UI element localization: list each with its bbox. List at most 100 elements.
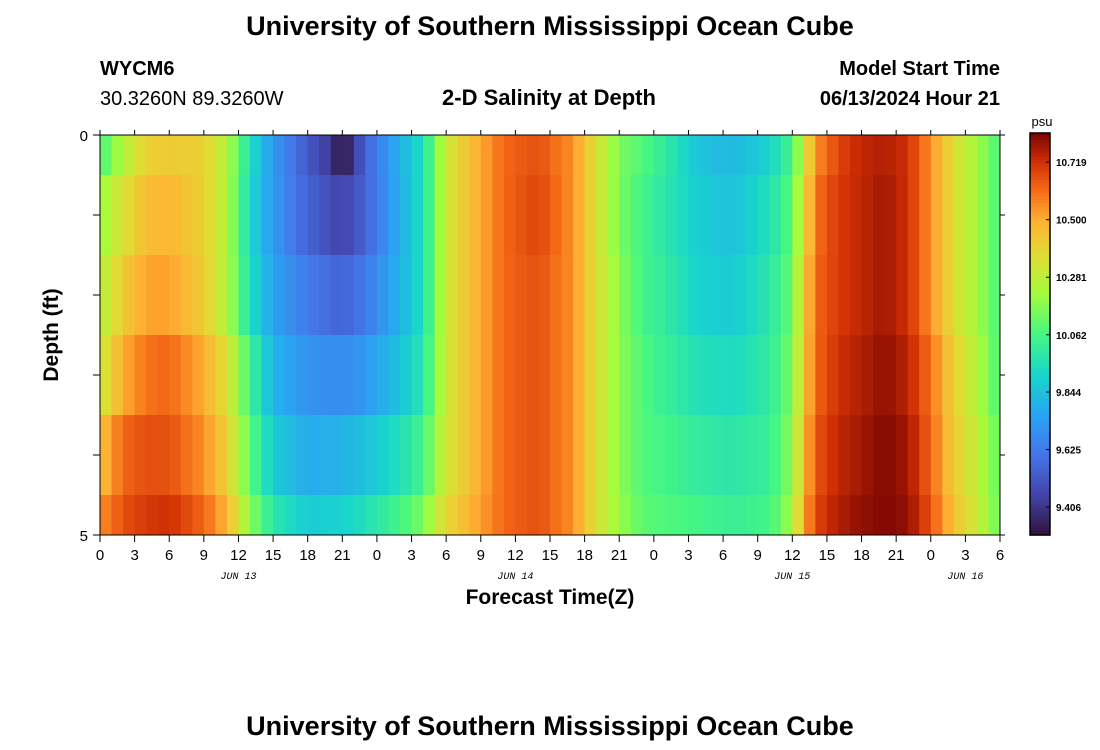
heatmap-cell bbox=[988, 335, 1001, 416]
heatmap-cell bbox=[215, 175, 228, 256]
x-tick-label: 3 bbox=[684, 547, 692, 564]
heatmap-cell bbox=[296, 135, 309, 176]
heatmap-cell bbox=[215, 495, 228, 536]
heatmap-cell bbox=[376, 415, 389, 496]
heatmap-cell bbox=[365, 415, 378, 496]
heatmap-cell bbox=[976, 255, 989, 336]
heatmap-cell bbox=[215, 335, 228, 416]
heatmap-cell bbox=[803, 415, 816, 496]
heatmap-cell bbox=[515, 175, 528, 256]
x-tick-label: 0 bbox=[650, 547, 658, 564]
colorbar-segment bbox=[1030, 236, 1050, 241]
heatmap-cell bbox=[423, 135, 436, 176]
heatmap-cell bbox=[100, 175, 113, 256]
colorbar-segment bbox=[1030, 186, 1050, 191]
heatmap-cell bbox=[330, 255, 343, 336]
heatmap-cell bbox=[238, 175, 251, 256]
colorbar-segment bbox=[1030, 394, 1050, 399]
heatmap-cell bbox=[919, 495, 932, 536]
colorbar-segment bbox=[1030, 213, 1050, 218]
heatmap-cell bbox=[180, 415, 193, 496]
heatmap-cell bbox=[665, 495, 678, 536]
colorbar-segment bbox=[1030, 387, 1050, 392]
heatmap-cell bbox=[515, 255, 528, 336]
heatmap-cell bbox=[734, 175, 747, 256]
heatmap-cell bbox=[111, 255, 124, 336]
heatmap-cell bbox=[192, 415, 205, 496]
heatmap-cell bbox=[180, 135, 193, 176]
heatmap-cell bbox=[584, 135, 597, 176]
heatmap-cell bbox=[330, 135, 343, 176]
heatmap-cell bbox=[850, 335, 863, 416]
colorbar-segment bbox=[1030, 414, 1050, 419]
heatmap-cell bbox=[723, 175, 736, 256]
heatmap-cell bbox=[226, 415, 239, 496]
heatmap-cell bbox=[907, 335, 920, 416]
heatmap-cell bbox=[850, 175, 863, 256]
heatmap-cell bbox=[238, 135, 251, 176]
x-tick-label: 3 bbox=[130, 547, 138, 564]
heatmap-cell bbox=[123, 415, 136, 496]
heatmap-cell bbox=[526, 175, 539, 256]
heatmap-cell bbox=[665, 255, 678, 336]
heatmap-cell bbox=[792, 415, 805, 496]
colorbar-segment bbox=[1030, 149, 1050, 154]
heatmap-cell bbox=[226, 255, 239, 336]
heatmap-cell bbox=[826, 255, 839, 336]
heatmap-cell bbox=[434, 415, 447, 496]
heatmap-cell bbox=[388, 335, 401, 416]
heatmap-cell bbox=[319, 335, 332, 416]
date-label: JUN 15 bbox=[774, 572, 810, 583]
colorbar-segment bbox=[1030, 159, 1050, 164]
footer-title: University of Southern Mississippi Ocean… bbox=[246, 711, 854, 741]
heatmap-cell bbox=[469, 415, 482, 496]
colorbar-segment bbox=[1030, 146, 1050, 151]
heatmap-cell bbox=[988, 255, 1001, 336]
heatmap-cell bbox=[596, 255, 609, 336]
heatmap-cell bbox=[665, 335, 678, 416]
heatmap-cell bbox=[596, 335, 609, 416]
heatmap-cell bbox=[134, 415, 147, 496]
heatmap-cell bbox=[123, 175, 136, 256]
heatmap-cell bbox=[792, 175, 805, 256]
colorbar-segment bbox=[1030, 451, 1050, 456]
colorbar-segment bbox=[1030, 139, 1050, 144]
colorbar-segment bbox=[1030, 216, 1050, 221]
heatmap-cell bbox=[688, 175, 701, 256]
heatmap-cell bbox=[342, 335, 355, 416]
heatmap-cell bbox=[584, 335, 597, 416]
heatmap-cell bbox=[746, 335, 759, 416]
heatmap-cell bbox=[896, 175, 909, 256]
heatmap-cell bbox=[538, 415, 551, 496]
heatmap-cell bbox=[515, 135, 528, 176]
heatmap-cell bbox=[284, 255, 297, 336]
heatmap-cell bbox=[953, 415, 966, 496]
heatmap-cell bbox=[884, 255, 897, 336]
x-axis-label: Forecast Time(Z) bbox=[466, 586, 635, 609]
x-tick-label: 0 bbox=[373, 547, 381, 564]
x-tick-label: 15 bbox=[265, 547, 282, 564]
heatmap-cell bbox=[423, 495, 436, 536]
heatmap-cell bbox=[250, 135, 263, 176]
heatmap-cell bbox=[561, 135, 574, 176]
heatmap-cell bbox=[157, 255, 170, 336]
heatmap-cell bbox=[723, 415, 736, 496]
colorbar-segment bbox=[1030, 297, 1050, 302]
heatmap-cell bbox=[861, 495, 874, 536]
heatmap-cell bbox=[653, 175, 666, 256]
heatmap-cell bbox=[734, 135, 747, 176]
heatmap-cell bbox=[953, 335, 966, 416]
colorbar-segment bbox=[1030, 521, 1050, 526]
colorbar-tick-label: 10.719 bbox=[1056, 158, 1087, 169]
colorbar-segment bbox=[1030, 357, 1050, 362]
y-tick-label: 5 bbox=[80, 528, 88, 545]
heatmap-cell bbox=[215, 135, 228, 176]
heatmap-cell bbox=[930, 255, 943, 336]
heatmap-cell bbox=[965, 495, 978, 536]
heatmap-cell bbox=[965, 335, 978, 416]
colorbar-tick-label: 10.500 bbox=[1056, 216, 1087, 227]
colorbar-segment bbox=[1030, 253, 1050, 258]
heatmap-cell bbox=[411, 415, 424, 496]
heatmap-cell bbox=[273, 135, 286, 176]
heatmap-cell bbox=[434, 135, 447, 176]
